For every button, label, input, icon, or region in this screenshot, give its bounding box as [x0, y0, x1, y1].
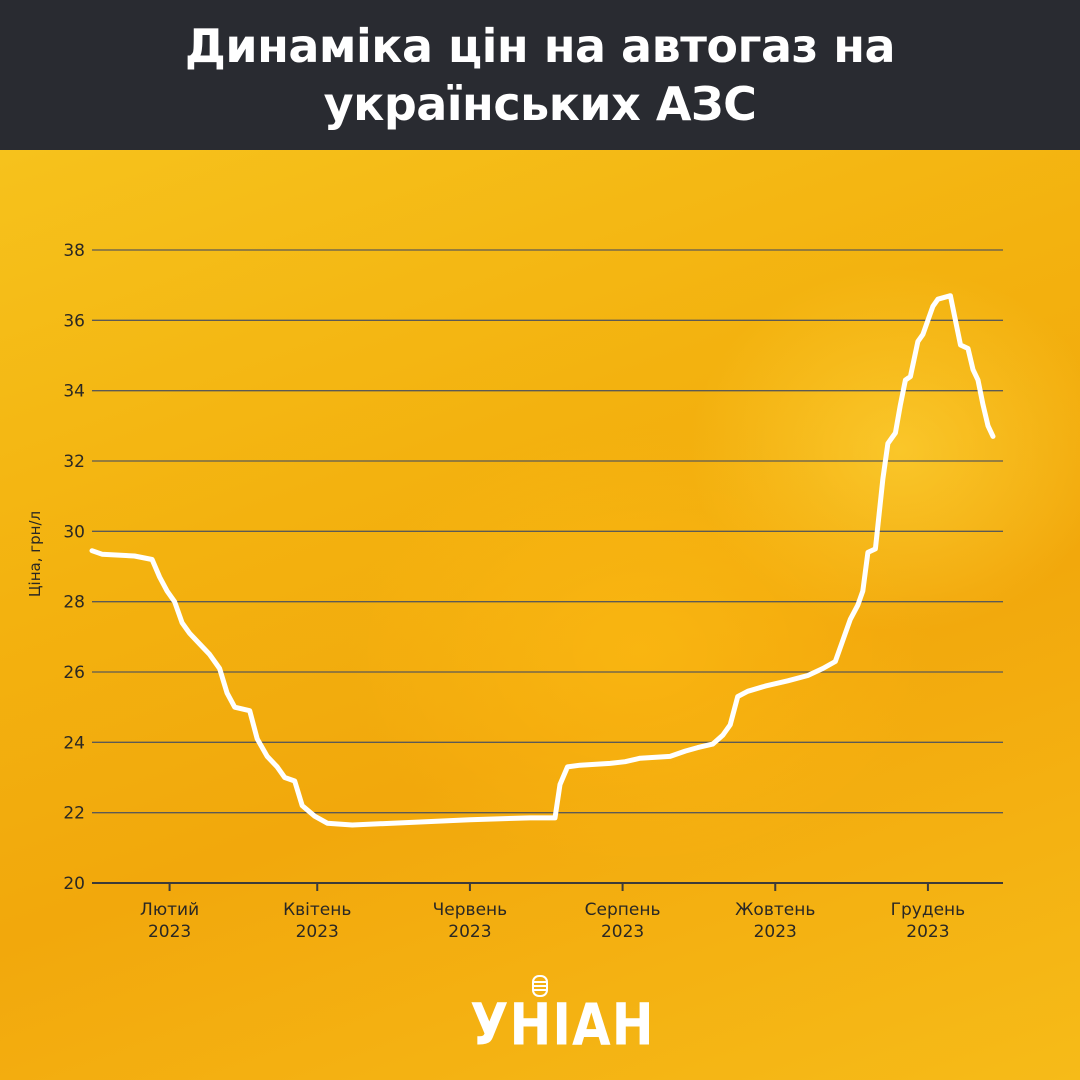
y-tick-label: 38 [63, 241, 85, 261]
x-tick-label-line: 2023 [906, 922, 949, 942]
y-tick-label: 20 [63, 874, 85, 894]
x-tick-label: Жовтень 2023 [735, 900, 815, 942]
logo-mic-icon [532, 975, 548, 997]
gridlines [92, 249, 1003, 814]
x-tick-label-line: 2023 [754, 922, 797, 942]
x-tick-label-line: Червень [433, 900, 508, 920]
x-tick-label-line: 2023 [448, 922, 491, 942]
chart-title: Динаміка цін на автогаз на українських А… [184, 19, 896, 131]
x-tick-label-line: Жовтень [735, 900, 815, 920]
y-tick-label: 24 [63, 733, 85, 753]
y-tick-label: 22 [63, 804, 85, 824]
x-tick-label-line: Грудень [891, 900, 966, 920]
x-tick-label-line: 2023 [601, 922, 644, 942]
x-tick-label-line: Лютий [140, 900, 199, 920]
x-tick-label: Червень 2023 [433, 900, 508, 942]
series-line-0 [89, 293, 996, 828]
y-tick-label: 26 [63, 663, 85, 683]
x-tick-label: Квітень 2023 [283, 900, 351, 942]
y-tick-label: 30 [63, 522, 85, 542]
x-tick-label: Лютий 2023 [140, 900, 199, 942]
x-tick-label-line: Квітень [283, 900, 351, 920]
y-tick-label: 34 [63, 382, 85, 402]
x-tick-label-line: 2023 [296, 922, 339, 942]
x-tick-label-line: 2023 [148, 922, 191, 942]
x-tick-label: Грудень 2023 [891, 900, 966, 942]
y-axis-label: Ціна, грн/л [26, 511, 44, 597]
y-axis-ticks: 20 22 24 26 28 30 32 34 36 38 [63, 241, 85, 894]
y-tick-label: 32 [63, 452, 85, 472]
x-tick-label-line: Серпень [585, 900, 661, 920]
series-layer [89, 293, 996, 828]
header-bar: Динаміка цін на автогаз на українських А… [0, 0, 1080, 150]
unian-logo: УНІАН [470, 975, 655, 1065]
x-tick-label: Серпень 2023 [585, 900, 661, 942]
y-tick-label: 28 [63, 593, 85, 613]
logo-wordmark: УНІАН [470, 991, 655, 1059]
y-tick-label: 36 [63, 311, 85, 331]
